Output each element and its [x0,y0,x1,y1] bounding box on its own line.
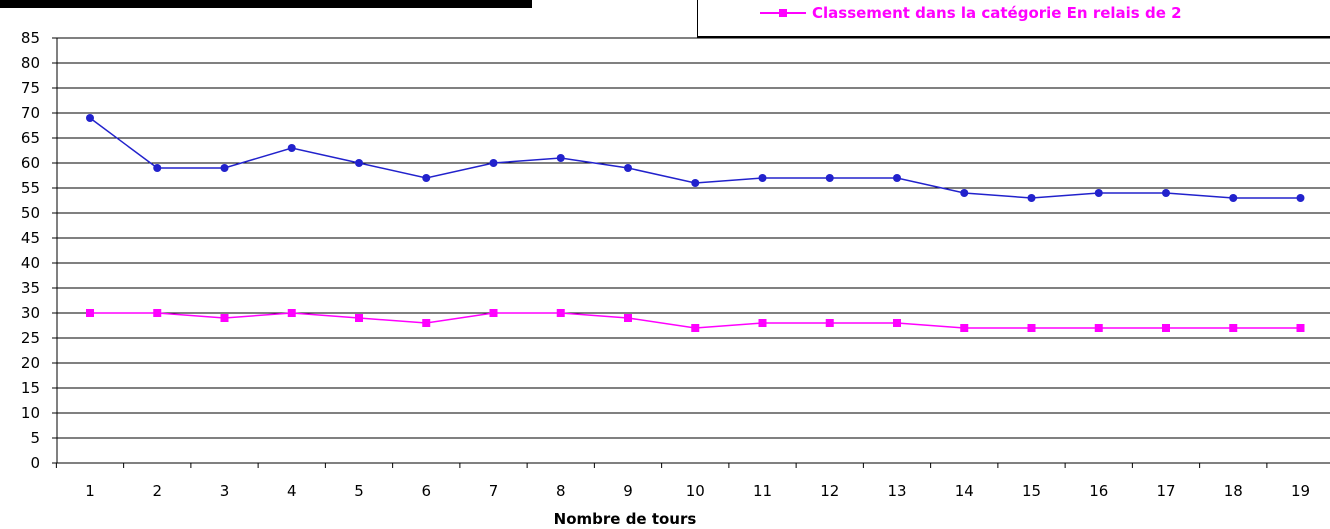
data-point [1229,194,1238,202]
y-tick-label: 30 [21,304,40,322]
x-tick-labels: 1 2 3 4 5 6 7 8 9 10 11 12 13 14 15 16 17 18 19 [85,482,1310,500]
data-point [287,309,296,317]
data-point [86,114,94,122]
data-point [422,319,431,327]
y-tick-label: 70 [21,104,40,122]
data-point [825,174,834,182]
axes [52,37,1330,468]
data-point [422,174,431,182]
data-point [220,164,229,172]
data-point [489,159,498,167]
x-tick-label: 7 [489,482,499,500]
x-tick-label: 11 [753,482,772,500]
data-point [220,314,229,322]
y-tick-label: 75 [21,79,40,97]
y-tick-label: 10 [21,404,40,422]
legend-swatch-marker [779,9,787,17]
data-point [691,324,700,332]
data-point [1296,324,1305,332]
x-tick-label: 19 [1291,482,1310,500]
data-point [355,314,363,322]
legend: Classement dans la catégorie En relais d… [697,0,1330,38]
x-axis-title: Nombre de tours [554,510,697,528]
data-point [556,309,565,317]
x-tick-label: 5 [354,482,364,500]
data-point [893,174,901,182]
y-tick-label: 25 [21,329,40,347]
x-tick-label: 3 [220,482,230,500]
x-tick-label: 10 [686,482,705,500]
y-tick-label: 0 [30,454,40,472]
data-point [1094,324,1103,332]
y-tick-label: 45 [21,229,40,247]
y-tick-label: 80 [21,54,40,72]
x-tick-label: 8 [556,482,566,500]
x-tick-label: 16 [1089,482,1108,500]
x-tick-label: 12 [820,482,839,500]
data-point [1027,194,1036,202]
data-point [489,309,498,317]
data-point [1162,324,1170,332]
data-point [624,164,632,172]
series-1 [86,114,1305,202]
x-tick-label: 14 [955,482,974,500]
y-tick-label: 20 [21,354,40,372]
y-tick-label: 50 [21,204,40,222]
y-tick-label: 65 [21,129,40,147]
data-point [758,174,767,182]
data-point [825,319,834,327]
gridlines [57,37,1330,439]
data-point [758,319,767,327]
y-tick-label: 40 [21,254,40,272]
series-2 [86,309,1305,332]
data-point [1162,189,1170,197]
x-tick-label: 2 [152,482,162,500]
data-point [355,159,363,167]
data-point [960,324,969,332]
title-bar-remnant [0,0,532,8]
data-point [153,309,162,317]
legend-label-series-2: Classement dans la catégorie En relais d… [812,4,1182,22]
data-point [960,189,969,197]
data-point [556,154,565,162]
data-point [153,164,162,172]
data-point [624,314,632,322]
y-tick-label: 85 [21,29,40,47]
x-tick-label: 4 [287,482,297,500]
y-tick-label: 55 [21,179,40,197]
x-tick-label: 18 [1224,482,1243,500]
y-tick-labels: 0 5 10 15 20 25 30 35 40 45 50 55 60 65 70 75 80 85 [21,29,40,472]
data-point [893,319,901,327]
legend-entry-series-2: Classement dans la catégorie En relais d… [758,4,1182,22]
data-point [1229,324,1238,332]
x-tick-label: 9 [623,482,633,500]
data-point [691,179,700,187]
y-tick-label: 5 [30,429,40,447]
x-tick-label: 17 [1156,482,1175,500]
data-point [86,309,94,317]
x-tick-label: 15 [1022,482,1041,500]
y-tick-label: 35 [21,279,40,297]
y-tick-label: 15 [21,379,40,397]
data-point [1094,189,1103,197]
x-tick-label: 1 [85,482,95,500]
data-point [1027,324,1036,332]
data-point [1296,194,1305,202]
series-layer [86,114,1305,332]
x-tick-label: 13 [887,482,906,500]
data-point [287,144,296,152]
legend-swatch [758,5,808,21]
x-tick-label: 6 [421,482,431,500]
y-tick-label: 60 [21,154,40,172]
